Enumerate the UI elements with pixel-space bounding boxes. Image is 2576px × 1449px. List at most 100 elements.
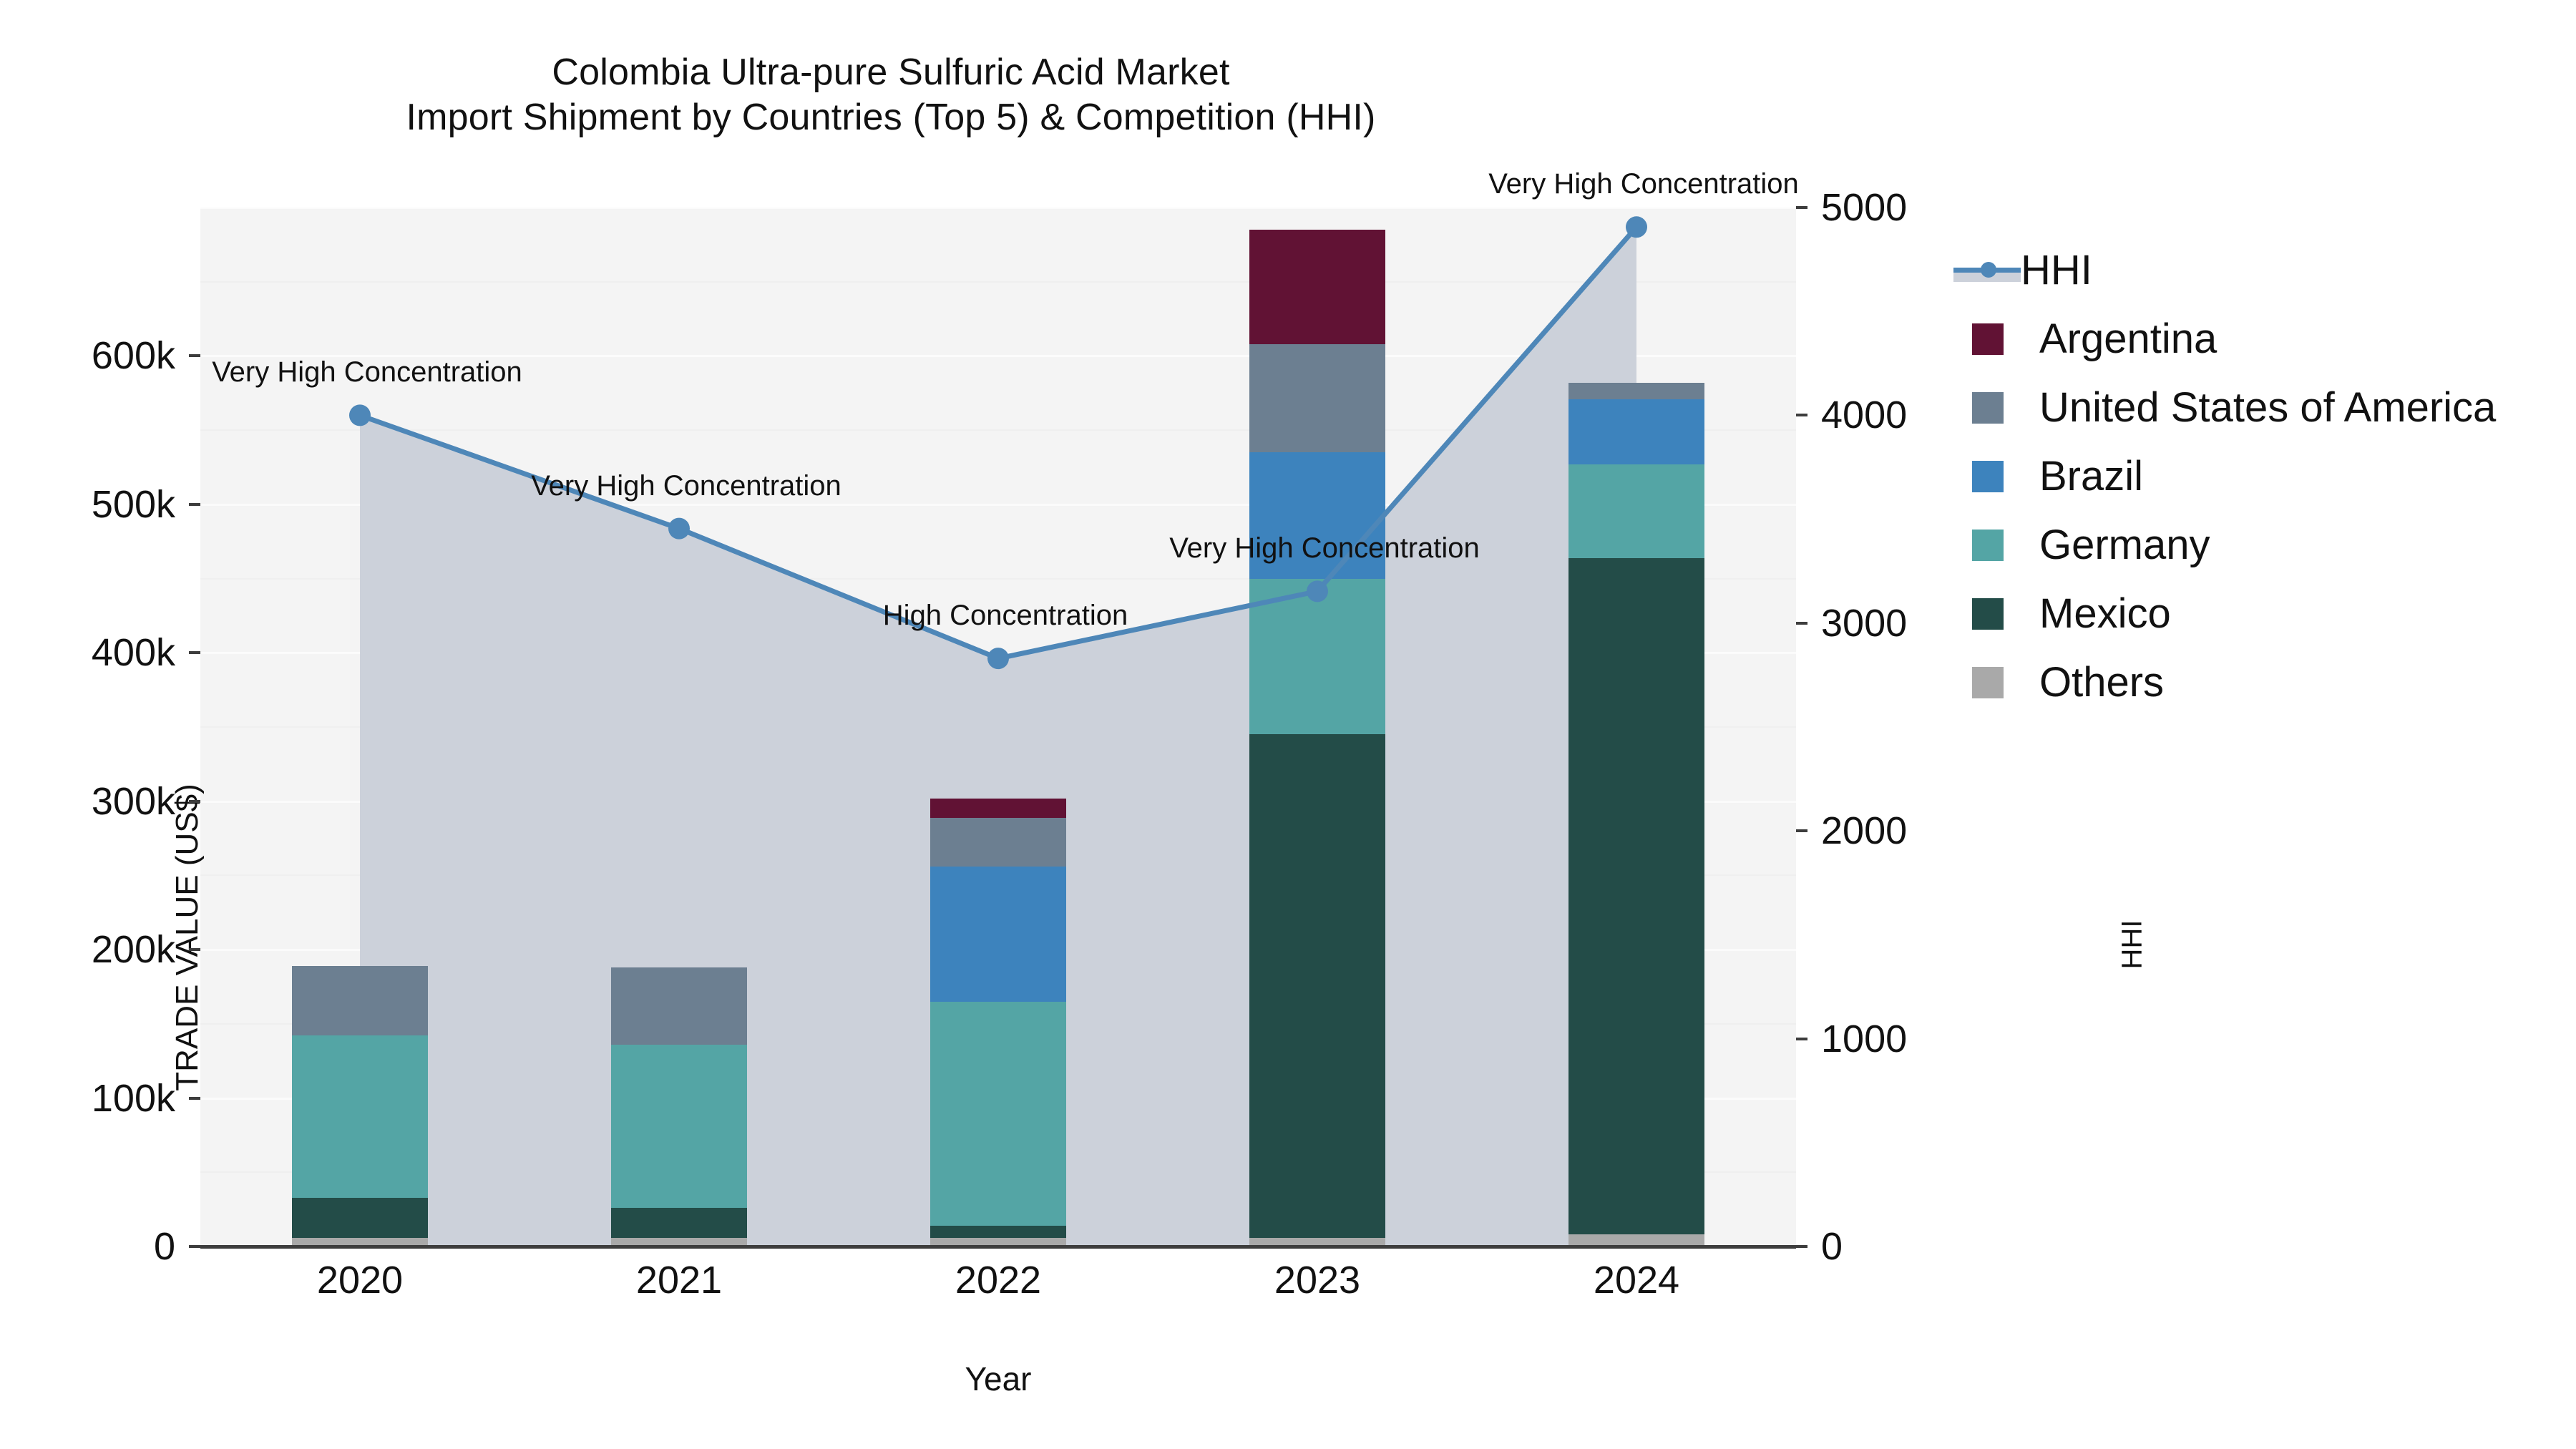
x-axis-line: [200, 1245, 1796, 1249]
gridline: [200, 503, 1796, 506]
y-tick-mark: [189, 1245, 200, 1248]
chart-title-line-1: Colombia Ultra-pure Sulfuric Acid Market: [552, 52, 1230, 93]
hhi-marker[interactable]: [987, 648, 1009, 670]
bar-segment[interactable]: [292, 1237, 428, 1246]
bar-segment[interactable]: [1568, 382, 1704, 399]
bar-segment[interactable]: [1249, 1237, 1385, 1246]
bar-segment[interactable]: [292, 965, 428, 1036]
bar-stack[interactable]: [1249, 208, 1385, 1246]
bar-segment[interactable]: [611, 1044, 747, 1209]
gridline: [200, 355, 1796, 358]
legend: HHI Argentina United States of America Braz…: [1953, 236, 2569, 717]
legend-label: Brazil: [2039, 453, 2144, 499]
bar-segment[interactable]: [292, 1035, 428, 1198]
bar-stack[interactable]: [930, 208, 1066, 1246]
bar-segment[interactable]: [1568, 1234, 1704, 1246]
legend-item[interactable]: HHI: [1953, 236, 2569, 305]
hhi-point-label: High Concentration: [882, 600, 1128, 632]
hhi-marker[interactable]: [349, 404, 371, 426]
bar-segment[interactable]: [1249, 452, 1385, 579]
legend-color-swatch: [1972, 667, 2004, 698]
legend-label: Argentina: [2039, 316, 2218, 362]
bar-segment[interactable]: [930, 817, 1066, 867]
y2-tick-mark: [1796, 206, 1807, 209]
y2-tick-label: 1000: [1821, 1017, 1908, 1060]
legend-item[interactable]: Others: [1953, 648, 2569, 717]
bar-segment[interactable]: [930, 1237, 1066, 1246]
x-axis-title: Year: [965, 1360, 1032, 1397]
y2-tick-label: 0: [1821, 1225, 1843, 1268]
legend-color-swatch: [1972, 598, 2004, 630]
legend-label: Mexico: [2039, 590, 2171, 637]
bar-segment[interactable]: [1249, 230, 1385, 344]
hhi-point-label: Very High Concentration: [1488, 168, 1799, 200]
y2-tick-label: 3000: [1821, 601, 1908, 645]
bar-segment[interactable]: [930, 1225, 1066, 1238]
bar-segment[interactable]: [930, 866, 1066, 1002]
y2-tick-mark: [1796, 621, 1807, 625]
y-tick-label: 600k: [91, 334, 175, 378]
legend-item[interactable]: Brazil: [1953, 442, 2569, 511]
chart-title: Colombia Ultra-pure Sulfuric Acid Market…: [0, 50, 1782, 141]
bar-segment[interactable]: [1568, 557, 1704, 1235]
bar-segment[interactable]: [930, 798, 1066, 818]
legend-color-swatch: [1972, 461, 2004, 492]
plot-area: Very High Concentration Very High Concent…: [170, 168, 2148, 1246]
y-tick-label: 0: [153, 1225, 175, 1268]
bar-stack[interactable]: [611, 208, 747, 1246]
x-tick-label: 2023: [1274, 1259, 1361, 1302]
gridline: [200, 208, 1796, 209]
y2-tick-mark: [1796, 1245, 1807, 1248]
y2-tick-mark: [1796, 1037, 1807, 1040]
y-tick-mark: [189, 1096, 200, 1100]
hhi-line-overlay: [349, 216, 1647, 670]
bar-segment[interactable]: [611, 1237, 747, 1246]
y-tick-mark: [189, 354, 200, 358]
bar-segment[interactable]: [1249, 343, 1385, 453]
y-tick-mark: [189, 948, 200, 952]
gridline: [200, 280, 1796, 283]
bar-stack[interactable]: [292, 208, 428, 1246]
hhi-point-label: Very High Concentration: [212, 356, 522, 389]
hhi-marker[interactable]: [668, 517, 690, 540]
legend-item[interactable]: Mexico: [1953, 580, 2569, 648]
bar-segment[interactable]: [611, 967, 747, 1045]
y-tick-mark: [189, 502, 200, 506]
legend-marker-dot: [1981, 262, 1996, 278]
legend-color-swatch: [1972, 392, 2004, 424]
legend-item[interactable]: United States of America: [1953, 374, 2569, 442]
bar-segment[interactable]: [1568, 399, 1704, 464]
bar-segment[interactable]: [292, 1197, 428, 1238]
hhi-marker[interactable]: [1626, 216, 1647, 238]
legend-item[interactable]: Germany: [1953, 511, 2569, 580]
plot-clip: [200, 208, 1796, 1246]
x-tick-label: 2022: [955, 1259, 1042, 1302]
bar-segment[interactable]: [1249, 734, 1385, 1238]
y2-axis-title: HHI: [2116, 919, 2148, 970]
gridline: [200, 429, 1796, 431]
bar-segment[interactable]: [1249, 578, 1385, 735]
y-tick-label: 400k: [91, 631, 175, 675]
legend-label: United States of America: [2039, 384, 2497, 431]
legend-label: Others: [2039, 659, 2165, 706]
y2-tick-mark: [1796, 414, 1807, 417]
x-tick-label: 2020: [316, 1259, 404, 1302]
hhi-marker[interactable]: [1307, 580, 1328, 602]
bar-segment[interactable]: [930, 1001, 1066, 1226]
y2-tick-label: 4000: [1821, 394, 1908, 437]
hhi-point-label: Very High Concentration: [1169, 532, 1480, 565]
y2-tick-mark: [1796, 829, 1807, 833]
y-tick-mark: [189, 651, 200, 655]
legend-item[interactable]: Argentina: [1953, 305, 2569, 374]
legend-color-swatch: [1972, 323, 2004, 355]
y-tick-label: 300k: [91, 779, 175, 823]
x-tick-label: 2021: [635, 1259, 723, 1302]
legend-label: Germany: [2039, 522, 2210, 568]
legend-line-swatch: [1953, 255, 2021, 286]
legend-color-swatch: [1972, 530, 2004, 561]
bar-segment[interactable]: [1568, 464, 1704, 558]
bar-stack[interactable]: [1568, 208, 1704, 1246]
y-tick-mark: [189, 799, 200, 803]
y2-tick-label: 5000: [1821, 186, 1908, 229]
bar-segment[interactable]: [611, 1208, 747, 1238]
